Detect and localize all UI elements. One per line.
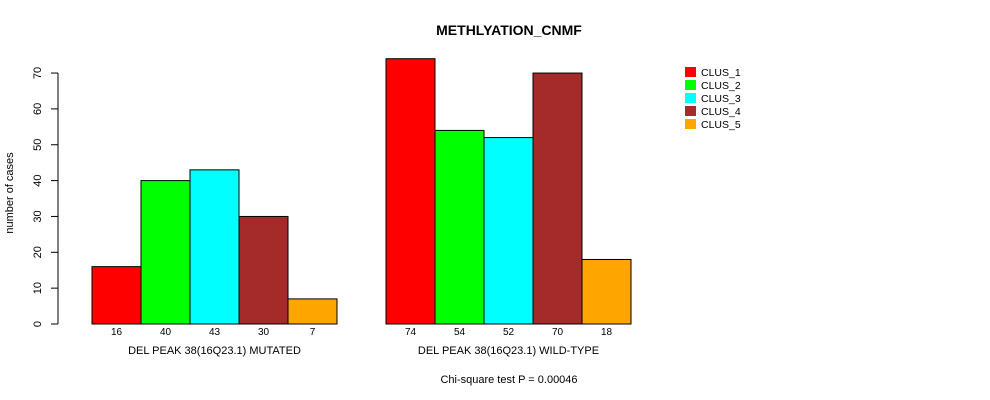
legend-swatch (685, 106, 696, 116)
group-label: DEL PEAK 38(16Q23.1) MUTATED (128, 345, 301, 357)
y-tick-label: 70 (32, 67, 44, 79)
bar-clus-2 (140, 180, 191, 325)
bar-clus-3 (483, 137, 534, 325)
chi-square-footnote: Chi-square test P = 0.00046 (440, 374, 577, 386)
bar-clus-1 (91, 266, 142, 325)
y-tick-label: 0 (32, 321, 44, 327)
bar-clus-1 (385, 58, 436, 325)
legend-swatch (685, 119, 696, 129)
legend-entry: CLUS_5 (701, 119, 741, 131)
group-label: DEL PEAK 38(16Q23.1) WILD-TYPE (418, 345, 599, 357)
legend-entry: CLUS_4 (701, 106, 741, 118)
y-axis-ticks: 0 10 20 30 40 50 60 70 (32, 67, 58, 327)
legend-swatch (685, 93, 696, 103)
bar-clus-5 (581, 258, 632, 325)
y-tick-label: 50 (32, 139, 44, 151)
y-tick-label: 20 (32, 246, 44, 258)
bar-clus-4 (532, 72, 583, 325)
y-tick-label: 60 (32, 103, 44, 115)
bar-value-label: 16 (111, 327, 123, 338)
bar-clus-5 (287, 298, 338, 325)
legend-entry: CLUS_3 (701, 93, 741, 105)
bar-clus-3 (189, 169, 240, 325)
bars-layer: 16 40 43 30 7 DEL PEAK 38(16Q23.1) MUTATED 74 5… (91, 58, 632, 357)
legend-entry: CLUS_2 (701, 80, 741, 92)
bar-value-label: 40 (160, 327, 172, 338)
bar-value-label: 54 (454, 327, 466, 338)
bar-clus-4 (238, 215, 289, 325)
bar-value-label: 30 (258, 327, 270, 338)
bar-value-label: 43 (209, 327, 221, 338)
legend-swatch (685, 67, 696, 77)
legend-entry: CLUS_1 (701, 67, 741, 79)
bar-value-label: 70 (552, 327, 564, 338)
y-axis-label: number of cases (4, 152, 16, 234)
bar-clus-2 (434, 129, 485, 325)
y-tick-label: 40 (32, 174, 44, 186)
bar-value-label: 74 (405, 327, 417, 338)
bar-value-label: 18 (601, 327, 613, 338)
y-tick-label: 30 (32, 210, 44, 222)
y-tick-label: 10 (32, 282, 44, 294)
bar-value-label: 52 (503, 327, 515, 338)
legend-swatch (685, 80, 696, 90)
bar-value-label: 7 (310, 327, 316, 338)
chart-title: METHLYATION_CNMF (436, 22, 582, 38)
